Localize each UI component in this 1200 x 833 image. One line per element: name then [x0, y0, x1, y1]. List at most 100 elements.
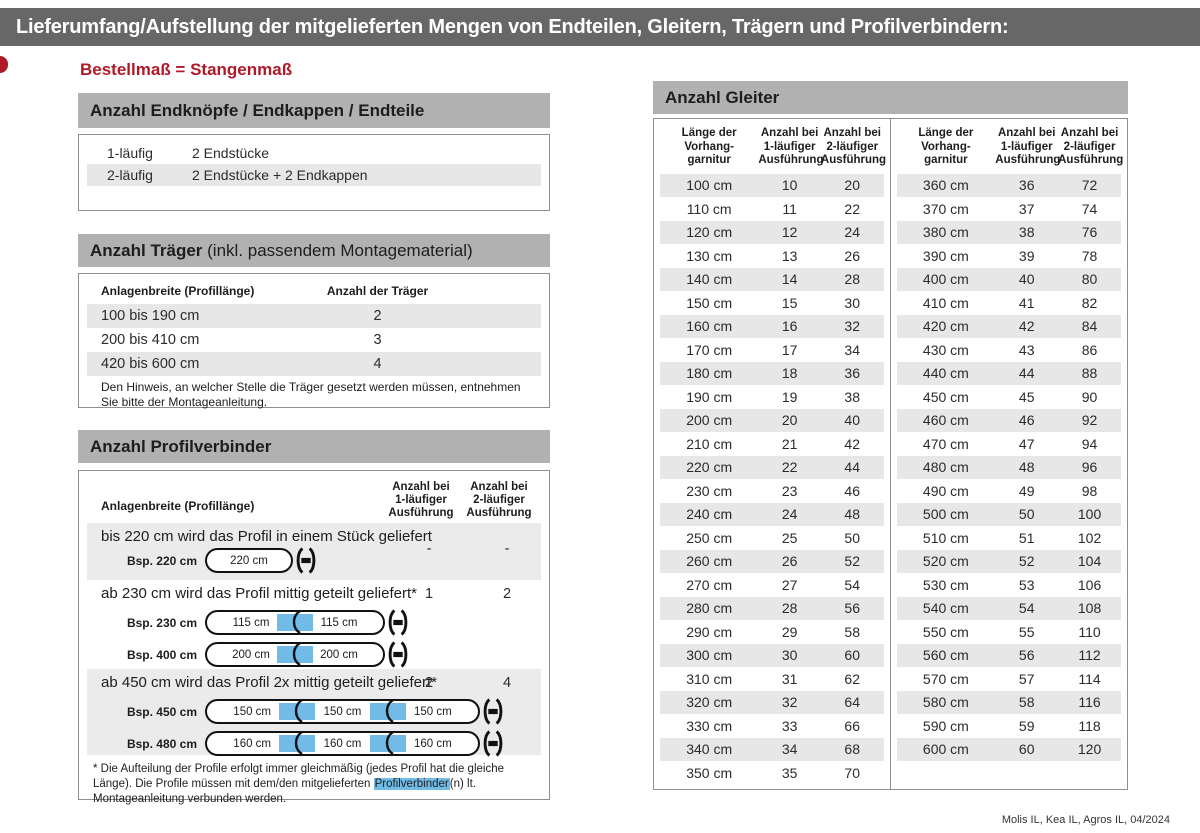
count-1-track: 57 — [1018, 670, 1035, 687]
count-2-track: 84 — [1081, 318, 1098, 335]
count-1-track: 44 — [1018, 365, 1035, 382]
pv-col3-header: Anzahl bei 2-läufiger Ausführung — [459, 481, 539, 520]
table-row: 450 cm 45 90 — [897, 385, 1122, 409]
profile-joint-arc — [385, 732, 394, 754]
count-2-track: 72 — [1081, 177, 1098, 194]
rod-label: Bsp. 400 cm — [126, 647, 197, 662]
count-1-track: 17 — [781, 341, 798, 358]
curtain-length: 310 cm — [686, 670, 733, 687]
count-2-track: 48 — [844, 506, 860, 523]
profile-joint-arc — [295, 732, 304, 754]
gleiter-right-rows: 360 cm 36 72 370 cm 37 74 380 cm 38 76 — [891, 173, 1128, 761]
count-1-track: 21 — [781, 435, 798, 452]
count-2-track: 104 — [1077, 553, 1102, 570]
count-2-track: 102 — [1077, 529, 1102, 546]
count-1-track: 12 — [781, 224, 798, 241]
count-2-track: 62 — [844, 670, 860, 687]
curtain-length: 320 cm — [686, 694, 733, 711]
table-row: 530 cm 53 106 — [897, 573, 1122, 597]
table-row: 290 cm 29 58 — [660, 620, 884, 644]
count-2-track: 96 — [1081, 459, 1098, 476]
count-2-track: 82 — [1081, 294, 1098, 311]
rod-diagram-450: 150 cm 150 cm 150 cm — [205, 698, 504, 725]
count-1-track: 24 — [781, 506, 798, 523]
pv-block-split-twice: ab 450 cm wird das Profil 2x mittig gete… — [87, 669, 541, 757]
pv-col2-line3: Ausführung — [388, 507, 454, 519]
hdr-line: Anzahl bei — [760, 127, 819, 139]
curtain-length: 340 cm — [686, 741, 733, 758]
count-1-track: 35 — [781, 764, 798, 781]
profile-rod: 220 cm — [205, 548, 293, 573]
curtain-length: 440 cm — [922, 365, 969, 382]
count-1-track: 41 — [1018, 294, 1035, 311]
table-row: 310 cm 31 62 — [660, 667, 884, 691]
curtain-length: 110 cm — [686, 200, 732, 217]
gleiter-col2-header: Anzahl bei 1-läufiger Ausführung — [995, 127, 1060, 168]
page-title-bar: Lieferumfang/Aufstellung der mitgeliefer… — [0, 8, 1200, 46]
count-1-track: 47 — [1018, 435, 1035, 452]
count-1-track: 25 — [781, 529, 798, 546]
table-row: 300 cm 30 60 — [660, 643, 884, 667]
count-1-track: 54 — [1018, 600, 1035, 617]
count-2-track: 112 — [1078, 647, 1101, 664]
gleiter-table: Länge der Vorhang-garnitur Anzahl bei 1-lä… — [653, 118, 1128, 790]
curtain-length: 100 cm — [686, 177, 733, 194]
pv-block1-value2: - — [504, 541, 510, 557]
curtain-length: 430 cm — [922, 341, 969, 358]
count-1-track: 16 — [781, 318, 798, 335]
count-1-track: 55 — [1018, 623, 1035, 640]
table-row: 220 cm 22 44 — [660, 455, 884, 479]
pv-col2-line2: 1-läufiger — [395, 494, 447, 506]
rod-segment-label: 160 cm — [413, 737, 452, 750]
traeger-header-row: Anlagenbreite (Profillänge) Anzahl der T… — [87, 278, 541, 304]
section-title-traeger: Anzahl Träger (inkl. passendem Montagema… — [78, 241, 473, 261]
rod-diagram-220: 220 cm — [205, 547, 317, 574]
table-row: 380 cm 38 76 — [896, 220, 1121, 244]
curtain-length: 490 cm — [922, 482, 969, 499]
count-2-track: 94 — [1081, 435, 1098, 452]
count-1-track: 18 — [781, 365, 798, 382]
profile-joint-arc — [292, 643, 301, 665]
endteile-parts: 2 Endstücke + 2 Endkappen — [192, 167, 368, 183]
count-1-track: 48 — [1018, 459, 1035, 476]
table-row: 110 cm 11 22 — [660, 197, 884, 221]
count-2-track: 26 — [844, 247, 860, 264]
table-row: 330 cm 33 66 — [660, 714, 884, 738]
curtain-length: 170 cm — [686, 341, 733, 358]
rod-segment-label: 115 cm — [232, 616, 270, 629]
rod-segment-label: 200 cm — [320, 648, 358, 661]
table-row: 480 cm 48 96 — [896, 455, 1121, 479]
table-row: 140 cm 14 28 — [660, 267, 884, 291]
section-header-traeger: Anzahl Träger (inkl. passendem Montagema… — [78, 234, 550, 267]
order-size-note: Bestellmaß = Stangenmaß — [80, 60, 293, 79]
table-row: 500 cm 50 100 — [896, 502, 1121, 526]
count-1-track: 11 — [782, 200, 797, 217]
rod-segment-label: 150 cm — [413, 705, 452, 718]
count-1-track: 43 — [1018, 341, 1035, 358]
count-1-track: 10 — [781, 177, 798, 194]
curtain-length: 460 cm — [922, 412, 969, 429]
count-2-track: 68 — [844, 741, 860, 758]
gleiter-table-left: Länge der Vorhang-garnitur Anzahl bei 1-lä… — [654, 119, 891, 789]
endteile-variant: 1-läufig — [107, 145, 153, 161]
hdr-line: 2-läufiger — [826, 140, 879, 153]
count-2-track: 108 — [1077, 600, 1102, 617]
count-1-track: 45 — [1018, 388, 1035, 405]
table-row: 280 cm 28 56 — [660, 596, 884, 620]
curtain-length: 260 cm — [686, 553, 733, 570]
table-row: 1-läufig 2 Endstücke — [87, 142, 541, 164]
curtain-length: 390 cm — [922, 247, 969, 264]
endteile-table: 1-läufig 2 Endstücke 2-läufig 2 Endstück… — [78, 134, 550, 211]
count-1-track: 13 — [781, 247, 798, 264]
count-1-track: 19 — [781, 388, 798, 405]
profile-joint-arc — [295, 700, 304, 722]
table-row: 120 cm 12 24 — [660, 220, 884, 244]
pv-footnote-highlight: Profilverbinder — [373, 778, 450, 790]
rod-diagram-400: 200 cm 200 cm — [205, 641, 409, 668]
count-1-track: 36 — [1018, 177, 1035, 194]
curtain-length: 600 cm — [922, 741, 969, 758]
pv-col3-line2: 2-läufiger — [473, 494, 525, 506]
table-row: 510 cm 51 102 — [897, 526, 1122, 550]
curtain-length: 480 cm — [922, 459, 969, 476]
